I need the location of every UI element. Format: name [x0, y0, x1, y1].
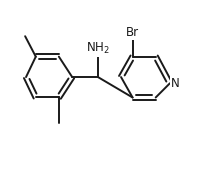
Text: NH$_2$: NH$_2$ — [86, 41, 110, 56]
Text: Br: Br — [126, 26, 139, 39]
Text: N: N — [171, 77, 180, 90]
